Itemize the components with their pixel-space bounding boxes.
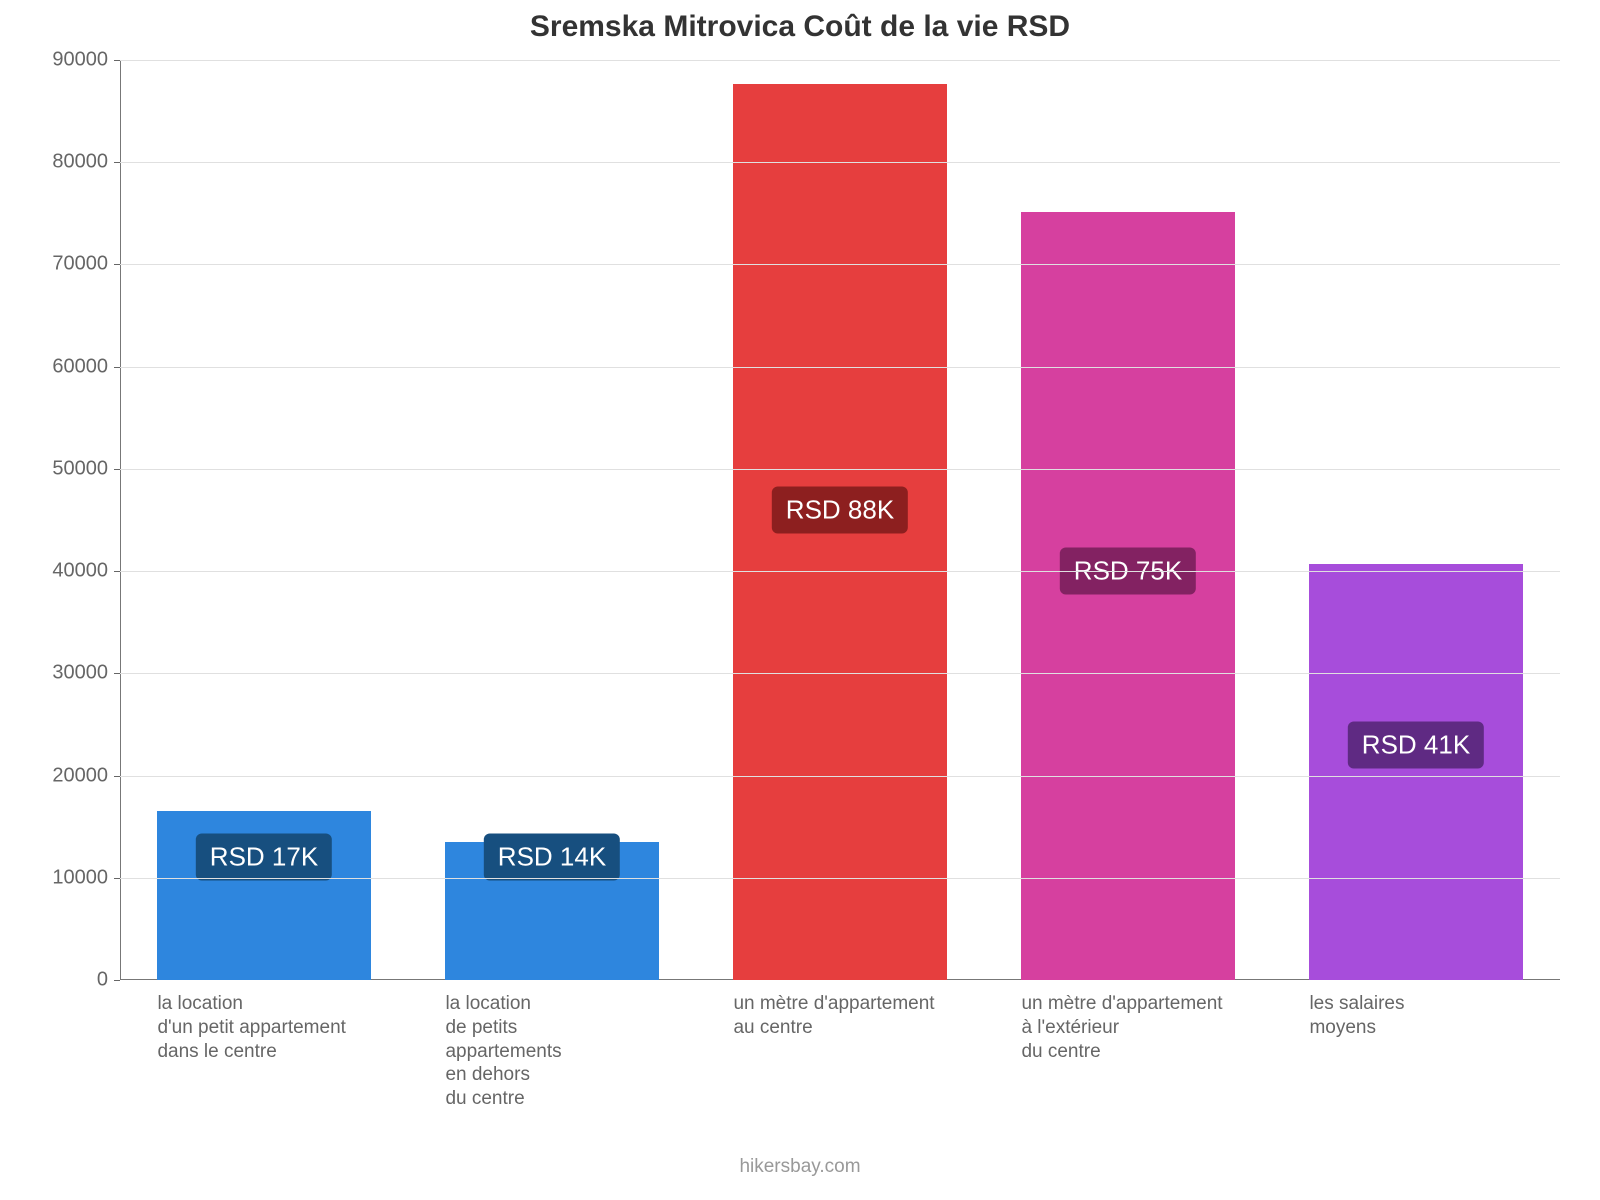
gridline xyxy=(120,60,1560,61)
y-tick-label: 50000 xyxy=(52,457,120,480)
x-axis-label: un mètre d'appartement à l'extérieur du … xyxy=(1021,992,1309,1063)
bars-container: RSD 17KRSD 14KRSD 88KRSD 75KRSD 41K xyxy=(120,60,1560,980)
x-axis-label: un mètre d'appartement au centre xyxy=(733,992,1021,1040)
gridline xyxy=(120,469,1560,470)
x-axis-label: la location de petits appartements en de… xyxy=(445,992,733,1111)
bar-value-label: RSD 41K xyxy=(1348,721,1484,768)
y-tick-label: 20000 xyxy=(52,764,120,787)
x-axis-label: les salaires moyens xyxy=(1309,992,1597,1040)
gridline xyxy=(120,571,1560,572)
plot-area: RSD 17KRSD 14KRSD 88KRSD 75KRSD 41K 0100… xyxy=(120,60,1560,980)
bar-value-label: RSD 17K xyxy=(196,834,332,881)
chart-credit: hikersbay.com xyxy=(0,1156,1600,1178)
gridline xyxy=(120,264,1560,265)
y-tick-label: 40000 xyxy=(52,560,120,583)
x-axis-label: la location d'un petit appartement dans … xyxy=(157,992,445,1063)
bar xyxy=(1309,564,1522,980)
bar-value-label: RSD 14K xyxy=(484,834,620,881)
gridline xyxy=(120,367,1560,368)
cost-of-living-bar-chart: Sremska Mitrovica Coût de la vie RSD RSD… xyxy=(0,0,1600,1200)
y-tick-label: 0 xyxy=(97,969,120,992)
gridline xyxy=(120,673,1560,674)
y-tick-label: 30000 xyxy=(52,662,120,685)
y-tick-label: 70000 xyxy=(52,253,120,276)
y-tick-label: 10000 xyxy=(52,866,120,889)
gridline xyxy=(120,776,1560,777)
y-tick-label: 80000 xyxy=(52,151,120,174)
y-tick-label: 60000 xyxy=(52,355,120,378)
bar xyxy=(1021,212,1234,980)
gridline xyxy=(120,162,1560,163)
y-tick-label: 90000 xyxy=(52,49,120,72)
chart-title: Sremska Mitrovica Coût de la vie RSD xyxy=(0,10,1600,44)
bar-value-label: RSD 88K xyxy=(772,486,908,533)
gridline xyxy=(120,878,1560,879)
